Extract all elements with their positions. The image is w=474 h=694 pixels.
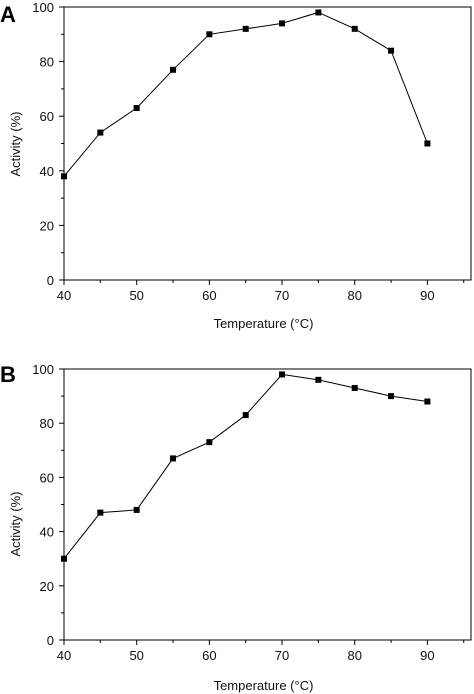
x-axis-title: Temperature (°C) <box>214 316 314 331</box>
x-tick-label: 90 <box>420 288 434 303</box>
data-point <box>424 140 431 147</box>
panel-a: A 40 50 60 70 80 90 0 20 40 60 80 100 Temperature (°C… <box>0 0 472 331</box>
x-tick-label: 60 <box>202 288 216 303</box>
data-point <box>61 173 67 180</box>
data-point <box>61 555 67 562</box>
y-tick-label: 40 <box>40 164 54 179</box>
series-line <box>63 11 428 177</box>
panel-label: B <box>0 362 16 387</box>
x-tick-label: 90 <box>420 648 434 663</box>
y-axis-title: Activity (%) <box>8 492 23 557</box>
x-tick-label: 70 <box>275 648 289 663</box>
data-point <box>388 47 395 54</box>
x-tick-label: 40 <box>57 648 71 663</box>
plot-frame <box>63 368 472 641</box>
x-tick-label: 60 <box>202 648 216 663</box>
x-tick-label: 40 <box>57 288 71 303</box>
data-point <box>424 398 431 405</box>
panel-label: A <box>0 2 16 27</box>
data-point <box>133 506 140 513</box>
x-tick-label: 80 <box>347 648 361 663</box>
x-tick-label: 50 <box>129 648 143 663</box>
y-tick-label: 0 <box>47 633 54 648</box>
x-tick-label: 50 <box>129 288 143 303</box>
y-tick-label: 100 <box>32 0 54 15</box>
y-tick-label: 60 <box>40 109 54 124</box>
x-axis-title: Temperature (°C) <box>214 678 314 693</box>
data-point <box>351 25 358 32</box>
y-axis-title: Activity (%) <box>8 112 23 177</box>
y-tick-label: 20 <box>40 579 54 594</box>
x-tick-label: 70 <box>275 288 289 303</box>
data-point <box>170 66 177 73</box>
data-point <box>206 439 213 446</box>
series-line <box>63 373 428 560</box>
x-tick-label: 80 <box>347 288 361 303</box>
y-tick-label: 80 <box>40 55 54 70</box>
y-tick-label: 0 <box>47 273 54 288</box>
data-point <box>279 371 286 378</box>
data-point <box>351 384 358 391</box>
y-tick-label: 80 <box>40 416 54 431</box>
y-tick-label: 100 <box>32 362 54 377</box>
y-tick-label: 20 <box>40 218 54 233</box>
data-point <box>242 25 249 32</box>
data-point <box>97 509 104 516</box>
data-point <box>315 9 322 16</box>
y-tick-label: 60 <box>40 470 54 485</box>
panel-b: B 40 50 60 70 80 90 0 20 40 60 80 100 Temperature (°C… <box>0 362 472 693</box>
data-point <box>242 412 249 419</box>
y-tick-label: 40 <box>40 525 54 540</box>
data-point <box>388 393 395 400</box>
plot-frame <box>63 6 472 281</box>
data-point <box>97 129 104 136</box>
data-point <box>133 105 140 112</box>
data-point <box>206 31 213 38</box>
data-point <box>315 376 322 383</box>
data-point <box>279 20 286 27</box>
data-point <box>170 455 177 462</box>
